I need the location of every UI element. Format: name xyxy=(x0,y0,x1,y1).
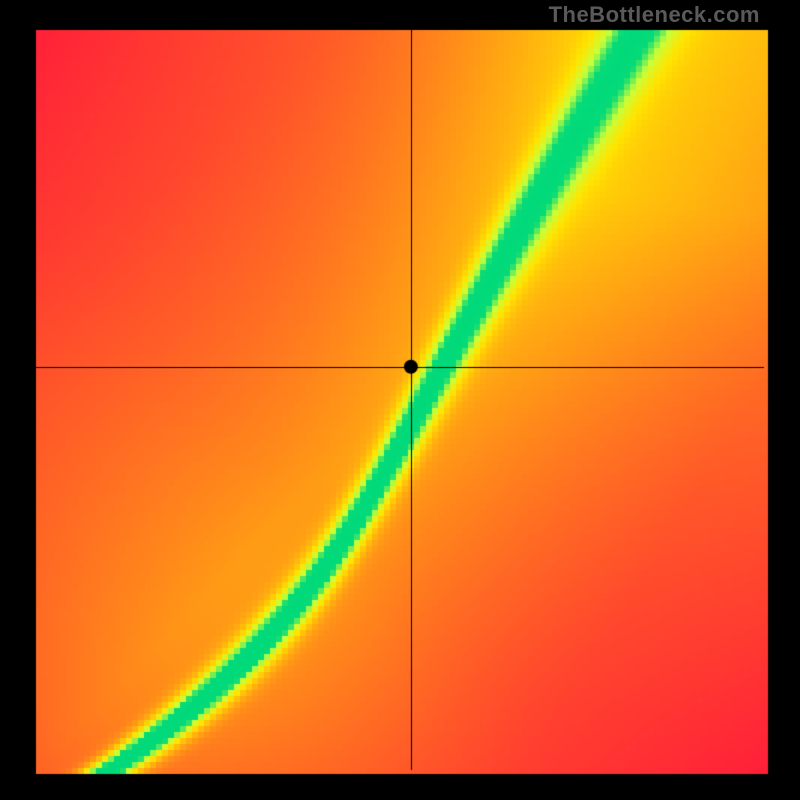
bottleneck-heatmap xyxy=(0,0,800,800)
watermark-text: TheBottleneck.com xyxy=(549,2,760,28)
chart-container: { "watermark_text": "TheBottleneck.com",… xyxy=(0,0,800,800)
